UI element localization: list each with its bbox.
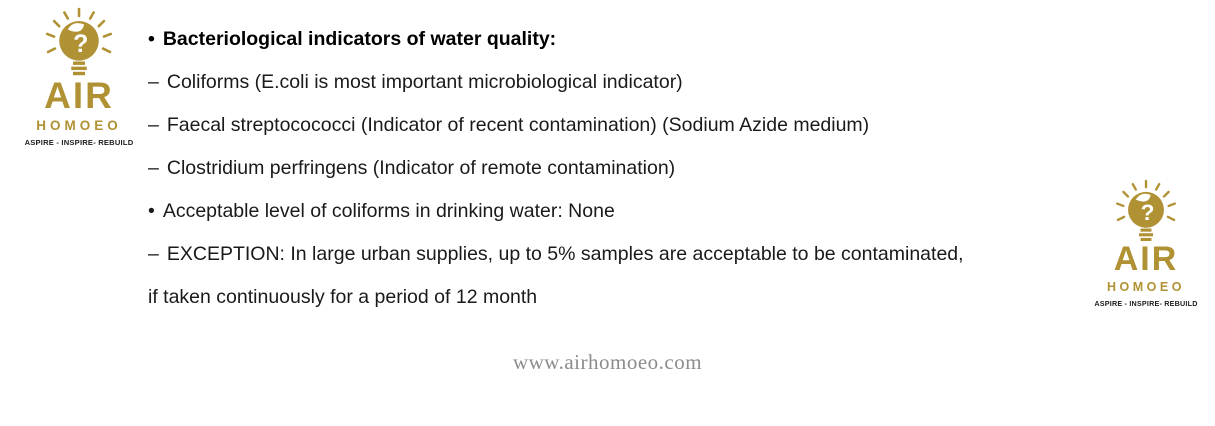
brand-name: AIR [44,75,114,116]
brand-name: AIR [1113,240,1179,278]
brand-logo-left: ? AIR HOMOEO ASPIRE - INSPIRE- REBUILD [14,6,144,147]
bullet-line: – Coliforms (E.coli is most important mi… [148,61,1108,104]
bullet-line: – Faecal streptocococci (Indicator of re… [148,104,1108,147]
lightbulb-logo-icon: ? [1115,179,1177,242]
line-text: Coliforms (E.coli is most important micr… [166,71,683,93]
slide-content: • Bacteriological indicators of water qu… [148,18,1108,319]
line-text: if taken continuously for a period of 12… [148,286,538,308]
line-text: Acceptable level of coliforms in drinkin… [162,200,615,222]
brand-tagline: ASPIRE - INSPIRE- REBUILD [24,138,134,147]
bullet-marker: • [148,28,155,50]
line-text: Faecal streptocococci (Indicator of rece… [166,114,870,136]
brand-tagline: ASPIRE - INSPIRE- REBUILD [1094,299,1198,308]
brand-logo-right: ? AIR HOMOEO ASPIRE - INSPIRE- REBUILD [1080,178,1212,308]
line-text: EXCEPTION: In large urban supplies, up t… [166,243,964,265]
dash-marker: – [148,243,159,265]
bullet-line: • Acceptable level of coliforms in drink… [148,190,1108,233]
lightbulb-logo-icon: ? [45,7,113,76]
dash-marker: – [148,157,159,179]
brand-subtitle: HOMOEO [1107,280,1185,294]
brand-subtitle: HOMOEO [36,118,122,133]
bullet-line-continuation: if taken continuously for a period of 12… [148,276,1108,319]
bullet-line: – Clostridium perfringens (Indicator of … [148,147,1108,190]
bullet-line: – EXCEPTION: In large urban supplies, up… [148,233,1108,276]
line-text: Bacteriological indicators of water qual… [162,28,557,50]
dash-marker: – [148,114,159,136]
bullet-marker: • [148,200,155,222]
line-text: Clostridium perfringens (Indicator of re… [166,157,676,179]
svg-text:?: ? [73,30,88,58]
bullet-line-heading: • Bacteriological indicators of water qu… [148,18,1108,61]
svg-text:?: ? [1141,200,1155,225]
website-url: www.airhomoeo.com [512,350,703,374]
dash-marker: – [148,71,159,93]
